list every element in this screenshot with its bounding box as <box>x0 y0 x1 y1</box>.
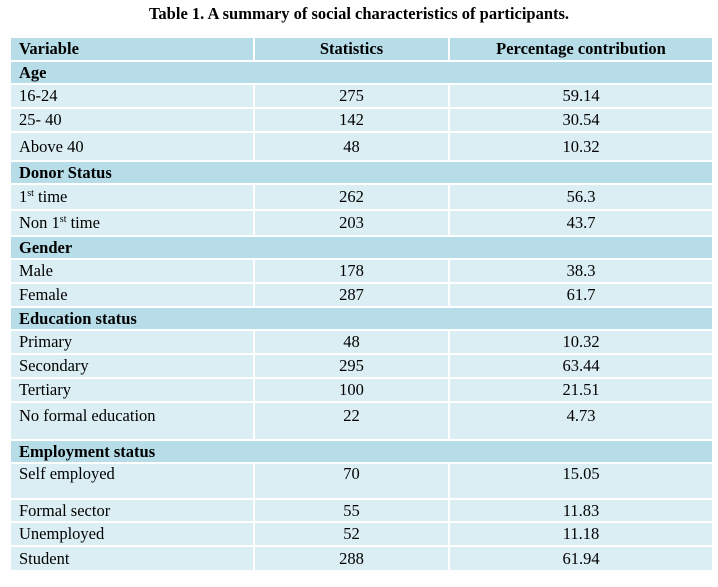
row-percentage: 59.14 <box>448 83 714 109</box>
row-statistic: 52 <box>253 521 450 547</box>
row-label: Unemployed <box>9 521 255 547</box>
row-percentage: 11.83 <box>448 498 714 523</box>
table-caption: Table 1. A summary of social characteris… <box>148 4 570 23</box>
table-row: Non 1st time 203 43.7 <box>9 209 714 237</box>
row-statistic: 295 <box>253 353 450 379</box>
row-label: Primary <box>9 329 255 355</box>
table-row: Unemployed 52 11.18 <box>9 521 714 547</box>
row-statistic: 100 <box>253 377 450 403</box>
row-label: Tertiary <box>9 377 255 403</box>
row-percentage: 43.7 <box>448 209 714 237</box>
row-label: 25- 40 <box>9 107 255 133</box>
section-label: Age <box>9 60 714 85</box>
row-percentage: 15.05 <box>448 462 714 500</box>
row-percentage: 61.94 <box>448 545 714 572</box>
table-row: Female 287 61.7 <box>9 282 714 308</box>
table-row: Above 40 48 10.32 <box>9 131 714 162</box>
row-percentage: 38.3 <box>448 258 714 284</box>
row-label: No formal education <box>9 401 255 441</box>
table-row: Self employed 70 15.05 <box>9 462 714 500</box>
row-statistic: 48 <box>253 329 450 355</box>
section-label: Donor Status <box>9 160 714 185</box>
header-percentage: Percentage contribution <box>448 36 714 62</box>
row-label: Above 40 <box>9 131 255 162</box>
row-label: Self employed <box>9 462 255 500</box>
section-row-education-status: Education status <box>9 306 714 331</box>
table-row: Secondary 295 63.44 <box>9 353 714 379</box>
table-row: No formal education 22 4.73 <box>9 401 714 441</box>
section-row-gender: Gender <box>9 235 714 260</box>
row-statistic: 22 <box>253 401 450 441</box>
section-label: Education status <box>9 306 714 331</box>
row-percentage: 63.44 <box>448 353 714 379</box>
row-label: Non 1st time <box>9 209 255 237</box>
table-row: Male 178 38.3 <box>9 258 714 284</box>
table-row: 16-24 275 59.14 <box>9 83 714 109</box>
row-statistic: 142 <box>253 107 450 133</box>
section-row-employment-status: Employment status <box>9 439 714 464</box>
row-percentage: 11.18 <box>448 521 714 547</box>
section-row-donor-status: Donor Status <box>9 160 714 185</box>
row-label: Student <box>9 545 255 572</box>
row-statistic: 288 <box>253 545 450 572</box>
row-statistic: 203 <box>253 209 450 237</box>
section-row-age: Age <box>9 60 714 85</box>
row-percentage: 10.32 <box>448 329 714 355</box>
row-statistic: 70 <box>253 462 450 500</box>
row-statistic: 275 <box>253 83 450 109</box>
table-row: Student 288 61.94 <box>9 545 714 572</box>
row-percentage: 30.54 <box>448 107 714 133</box>
row-statistic: 287 <box>253 282 450 308</box>
row-label: Male <box>9 258 255 284</box>
section-label: Employment status <box>9 439 714 464</box>
row-percentage: 10.32 <box>448 131 714 162</box>
row-statistic: 55 <box>253 498 450 523</box>
row-label: 16-24 <box>9 83 255 109</box>
row-label: 1st time <box>9 183 255 211</box>
header-variable: Variable <box>9 36 255 62</box>
row-percentage: 21.51 <box>448 377 714 403</box>
table-row: Tertiary 100 21.51 <box>9 377 714 403</box>
row-label: Female <box>9 282 255 308</box>
row-percentage: 56.3 <box>448 183 714 211</box>
table-row: Primary 48 10.32 <box>9 329 714 355</box>
row-percentage: 61.7 <box>448 282 714 308</box>
row-statistic: 48 <box>253 131 450 162</box>
table-row: 25- 40 142 30.54 <box>9 107 714 133</box>
row-label: Formal sector <box>9 498 255 523</box>
table-row: Formal sector 55 11.83 <box>9 498 714 523</box>
section-label: Gender <box>9 235 714 260</box>
table-row: 1st time 262 56.3 <box>9 183 714 211</box>
header-statistics: Statistics <box>253 36 450 62</box>
row-percentage: 4.73 <box>448 401 714 441</box>
row-statistic: 178 <box>253 258 450 284</box>
row-label: Secondary <box>9 353 255 379</box>
header-row: Variable Statistics Percentage contribut… <box>9 36 714 62</box>
summary-table: Variable Statistics Percentage contribut… <box>9 36 714 572</box>
row-statistic: 262 <box>253 183 450 211</box>
